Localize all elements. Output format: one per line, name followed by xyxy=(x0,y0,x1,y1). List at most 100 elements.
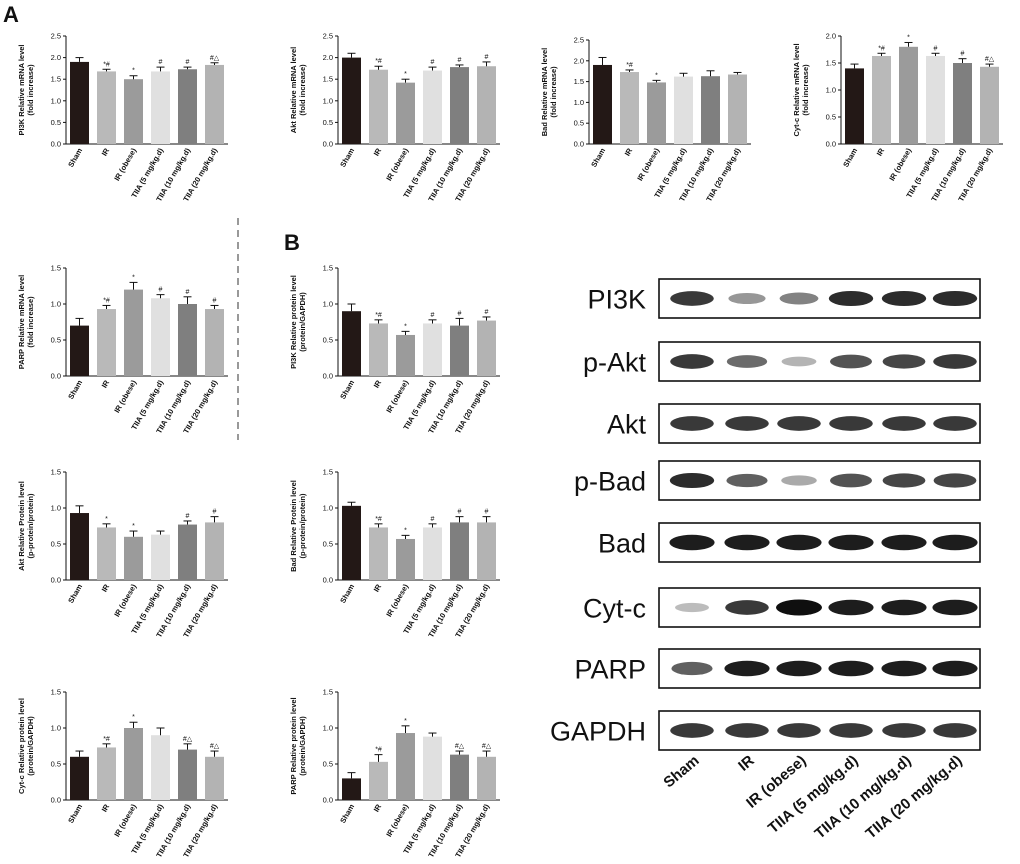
blot-band xyxy=(932,660,978,677)
y-tick-label: 0.0 xyxy=(51,372,61,381)
y-axis-label: Bad Relative mRNA level xyxy=(540,48,549,137)
blot-row-akt: Akt xyxy=(607,403,981,444)
bar xyxy=(70,325,89,376)
bar xyxy=(728,74,747,144)
y-tick-label: 0.5 xyxy=(51,118,61,127)
bar xyxy=(477,66,496,144)
blot-band xyxy=(725,723,769,738)
y-tick-label: 0.0 xyxy=(323,576,333,585)
bar xyxy=(151,71,170,144)
y-tick-label: 1.5 xyxy=(323,75,333,84)
x-tick-label: IR xyxy=(100,146,112,158)
blot-band xyxy=(828,290,874,307)
significance-label: #△ xyxy=(482,743,492,750)
blot-row-parp: PARP xyxy=(574,648,981,689)
y-tick-label: 1.5 xyxy=(51,264,61,273)
y-tick-label: 1.0 xyxy=(323,504,333,513)
blot-band xyxy=(933,473,977,488)
y-tick-label: 0.0 xyxy=(574,140,584,149)
panel-label-b: B xyxy=(284,230,300,255)
blot-band xyxy=(779,292,819,305)
blot-band xyxy=(933,723,977,738)
blot-band xyxy=(933,416,977,431)
significance-label: # xyxy=(159,59,163,66)
x-tick-label: Sham xyxy=(338,378,356,400)
y-tick-label: 0.5 xyxy=(323,118,333,127)
x-tick-label: IR (obese) xyxy=(887,146,913,182)
y-axis-label: (protein/GAPDH) xyxy=(298,292,307,352)
bar xyxy=(97,71,116,144)
bar xyxy=(342,57,361,144)
significance-label: # xyxy=(485,54,489,61)
bar xyxy=(396,733,415,800)
y-tick-label: 1.5 xyxy=(323,264,333,273)
significance-label: *# xyxy=(375,516,382,523)
y-tick-label: 1.5 xyxy=(323,688,333,697)
x-tick-label: IR (obese) xyxy=(635,146,661,182)
x-tick-label: Sham xyxy=(66,146,84,168)
y-tick-label: 0.0 xyxy=(323,372,333,381)
significance-label: *# xyxy=(103,297,110,304)
significance-label: * xyxy=(404,71,407,78)
y-tick-label: 1.5 xyxy=(826,59,836,68)
y-tick-label: 0.5 xyxy=(51,540,61,549)
y-tick-label: 0.5 xyxy=(574,119,584,128)
y-axis-label: PARP Relative protein level xyxy=(289,697,298,794)
bar xyxy=(674,76,693,144)
blot-band xyxy=(724,660,770,677)
blot-band xyxy=(669,472,715,489)
bar xyxy=(953,63,972,144)
chart-parp-protein: 0.0 0.5 1.0 1.5 PARP Relative protein level(… xyxy=(289,688,500,859)
significance-label: # xyxy=(431,516,435,523)
bar xyxy=(124,536,143,580)
y-axis-label: (fold increase) xyxy=(801,64,810,116)
blot-band xyxy=(932,599,978,616)
x-tick-label: IR (obese) xyxy=(112,802,138,838)
blot-band xyxy=(882,416,926,431)
y-tick-label: 1.5 xyxy=(574,77,584,86)
blot-band xyxy=(881,660,927,677)
significance-label: * xyxy=(404,718,407,725)
bar xyxy=(872,55,891,145)
y-tick-label: 2.5 xyxy=(51,32,61,41)
significance-label: *# xyxy=(375,312,382,319)
significance-label: #△ xyxy=(985,56,995,63)
bar xyxy=(899,46,918,144)
chart-akt-mrna: 0.0 0.5 1.0 1.5 2.0 2.5 Akt Relative mRNA leve… xyxy=(289,32,500,203)
y-axis-label: (fold increase) xyxy=(26,296,35,348)
x-tick-label: Sham xyxy=(66,802,84,824)
y-tick-label: 0.5 xyxy=(51,760,61,769)
y-tick-label: 1.0 xyxy=(826,86,836,95)
blot-band xyxy=(881,290,927,307)
bar xyxy=(151,735,170,800)
y-tick-label: 0.5 xyxy=(826,113,836,122)
y-tick-label: 0.5 xyxy=(323,336,333,345)
blot-row-pi3k: PI3K xyxy=(587,278,981,319)
y-tick-label: 0.5 xyxy=(323,540,333,549)
bar xyxy=(396,334,415,376)
blot-lane-label: Sham xyxy=(660,752,702,791)
chart-bad-mrna: 0.0 0.5 1.0 1.5 2.0 2.5 Bad Relative mRNA leve… xyxy=(540,36,751,203)
y-tick-label: 2.0 xyxy=(826,32,836,41)
bar xyxy=(369,69,388,144)
significance-label: *# xyxy=(375,747,382,754)
bar xyxy=(342,778,361,800)
bar xyxy=(477,320,496,376)
blot-band xyxy=(781,475,817,486)
blot-band xyxy=(829,416,873,431)
significance-label: # xyxy=(458,310,462,317)
y-axis-label: (p-protein/protein) xyxy=(298,493,307,558)
blot-band xyxy=(671,661,713,676)
y-tick-label: 1.0 xyxy=(323,96,333,105)
y-tick-label: 1.0 xyxy=(574,98,584,107)
x-tick-label: IR xyxy=(372,802,384,814)
y-tick-label: 0.5 xyxy=(323,760,333,769)
bar xyxy=(593,64,612,144)
y-tick-label: 2.5 xyxy=(323,32,333,41)
significance-label: * xyxy=(132,274,135,281)
blot-band xyxy=(675,602,709,613)
significance-label: #△ xyxy=(455,743,465,750)
x-tick-label: IR xyxy=(100,378,112,390)
blot-band xyxy=(776,534,822,551)
